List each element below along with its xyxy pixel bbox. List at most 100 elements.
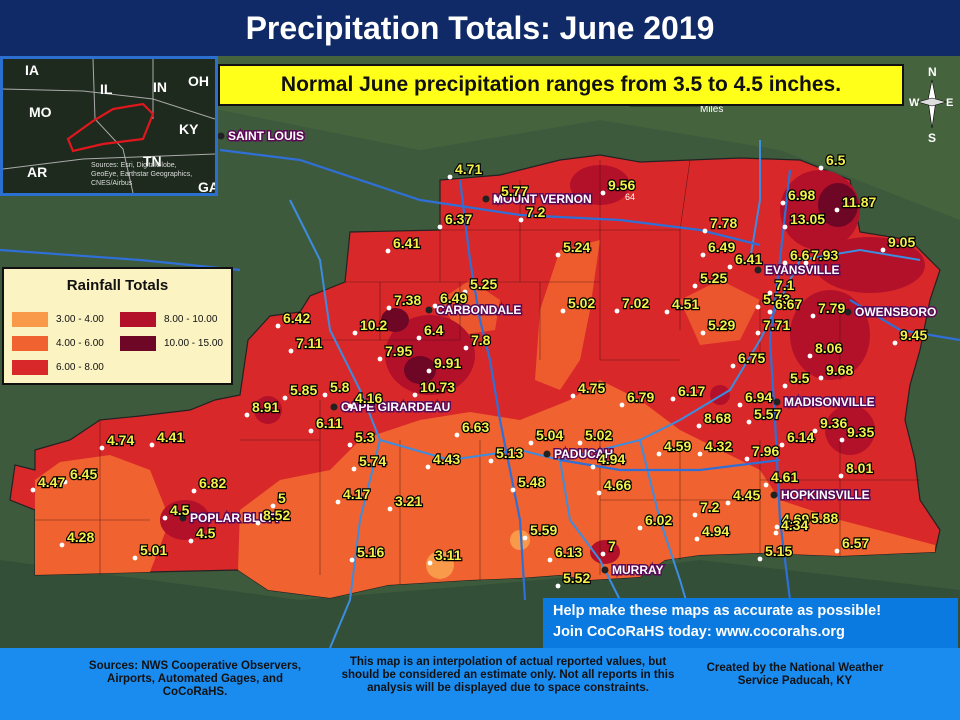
legend-swatch bbox=[120, 336, 156, 351]
city-label: MOUNT VERNON bbox=[482, 191, 593, 208]
rainfall-region bbox=[426, 551, 454, 579]
station-report: 7.95 bbox=[377, 342, 414, 362]
station-dot bbox=[812, 428, 818, 434]
station-value: 3.21 bbox=[395, 493, 422, 509]
station-value: 5.13 bbox=[496, 445, 523, 461]
station-dot bbox=[818, 375, 824, 381]
city-dot bbox=[179, 514, 187, 522]
legend-item: 3.00 - 4.00 bbox=[12, 312, 104, 327]
station-value: 6.02 bbox=[645, 512, 672, 528]
rainfall-region bbox=[238, 380, 935, 598]
station-dot bbox=[349, 557, 355, 563]
station-report: 4.74 bbox=[99, 431, 136, 451]
station-report: 6.49 bbox=[700, 238, 737, 258]
station-dot bbox=[425, 464, 431, 470]
station-report: 6.37 bbox=[437, 210, 474, 230]
station-report: 4.16 bbox=[347, 389, 384, 409]
city-dot bbox=[425, 306, 433, 314]
station-value: 4.28 bbox=[67, 529, 94, 545]
station-value: 8.01 bbox=[846, 460, 873, 476]
station-value: 6.98 bbox=[788, 187, 815, 203]
station-dot bbox=[694, 536, 700, 542]
station-value: 6.41 bbox=[393, 235, 420, 251]
station-value: 6.67 bbox=[775, 296, 802, 312]
station-dot bbox=[774, 524, 780, 530]
station-report: 4.41 bbox=[149, 428, 186, 448]
station-report: 11.87 bbox=[834, 193, 878, 213]
station-dot bbox=[462, 289, 468, 295]
station-value: 6.49 bbox=[708, 239, 735, 255]
city-label: CARBONDALE bbox=[425, 302, 523, 319]
station-value: 6.17 bbox=[678, 383, 705, 399]
legend-swatch bbox=[12, 312, 48, 327]
station-value: 7.78 bbox=[710, 215, 737, 231]
station-report: 4.5 bbox=[162, 501, 191, 521]
legend-item: 4.00 - 6.00 bbox=[12, 336, 104, 351]
station-dot bbox=[656, 451, 662, 457]
station-value: 6.37 bbox=[445, 211, 472, 227]
station-dot bbox=[763, 482, 769, 488]
station-value: 7.11 bbox=[296, 335, 323, 351]
station-value: 10.2 bbox=[360, 317, 387, 333]
station-value: 6.5 bbox=[826, 152, 846, 168]
station-dot bbox=[670, 396, 676, 402]
station-report: 3.21 bbox=[387, 492, 424, 512]
station-dot bbox=[577, 440, 583, 446]
station-report: 5.13 bbox=[488, 444, 525, 464]
station-report: 7.2 bbox=[692, 498, 721, 518]
station-value: 4.34 bbox=[781, 517, 808, 533]
station-dot bbox=[727, 264, 733, 270]
station-report: 4.59 bbox=[656, 437, 693, 457]
station-value: 5.57 bbox=[754, 406, 781, 422]
inset-state-label: IN bbox=[153, 79, 167, 95]
legend-item: 6.00 - 8.00 bbox=[12, 360, 104, 375]
station-report: 6.57 bbox=[834, 534, 871, 554]
legend-item: 8.00 - 10.00 bbox=[120, 312, 217, 327]
station-report: 8.06 bbox=[807, 339, 844, 359]
station-report: 4.71 bbox=[447, 160, 484, 180]
station-value: 3.11 bbox=[435, 547, 462, 563]
station-dot bbox=[700, 252, 706, 258]
station-report: 5.5 bbox=[782, 369, 811, 389]
compass-w: W bbox=[909, 97, 920, 109]
station-report: 6.17 bbox=[670, 382, 707, 402]
station-value: 7.2 bbox=[526, 204, 546, 220]
station-dot bbox=[447, 174, 453, 180]
city-dot bbox=[482, 195, 490, 203]
station-value: 5.25 bbox=[700, 270, 727, 286]
station-dot bbox=[570, 393, 576, 399]
station-value: 8.91 bbox=[252, 399, 279, 415]
station-value: 5.48 bbox=[518, 474, 545, 490]
station-report: 7.71 bbox=[755, 316, 792, 336]
station-dot bbox=[387, 506, 393, 512]
station-report: 5.25 bbox=[462, 275, 499, 295]
station-value: 7.79 bbox=[818, 300, 845, 316]
station-report: 7 bbox=[600, 537, 617, 557]
station-value: 5.01 bbox=[140, 542, 167, 558]
station-report: 7.93 bbox=[803, 246, 840, 266]
station-value: 5 bbox=[278, 490, 286, 506]
city-name: CAPE GIRARDEAU bbox=[341, 400, 450, 414]
rainfall-region bbox=[440, 280, 500, 335]
inset-state-label: AR bbox=[27, 164, 48, 180]
station-dot bbox=[62, 479, 68, 485]
station-report: 5.59 bbox=[522, 521, 559, 541]
station-report: 5.74 bbox=[351, 452, 388, 472]
inset-state-label: IL bbox=[100, 81, 113, 97]
station-dot bbox=[59, 542, 65, 548]
station-dot bbox=[282, 395, 288, 401]
station-dot bbox=[510, 487, 516, 493]
station-value: 5.85 bbox=[290, 382, 317, 398]
station-dot bbox=[191, 488, 197, 494]
station-dot bbox=[385, 248, 391, 254]
station-dot bbox=[755, 330, 761, 336]
station-report: 9.36 bbox=[812, 414, 849, 434]
station-report: 4.34 bbox=[773, 516, 810, 536]
station-dot bbox=[807, 353, 813, 359]
station-value: 7.96 bbox=[752, 443, 779, 459]
station-report: 7.8 bbox=[463, 331, 492, 351]
station-dot bbox=[767, 290, 773, 296]
station-report: 13.05 bbox=[782, 210, 826, 230]
city-label: HOPKINSVILLE bbox=[770, 487, 871, 504]
station-value: 5.5 bbox=[790, 370, 810, 386]
